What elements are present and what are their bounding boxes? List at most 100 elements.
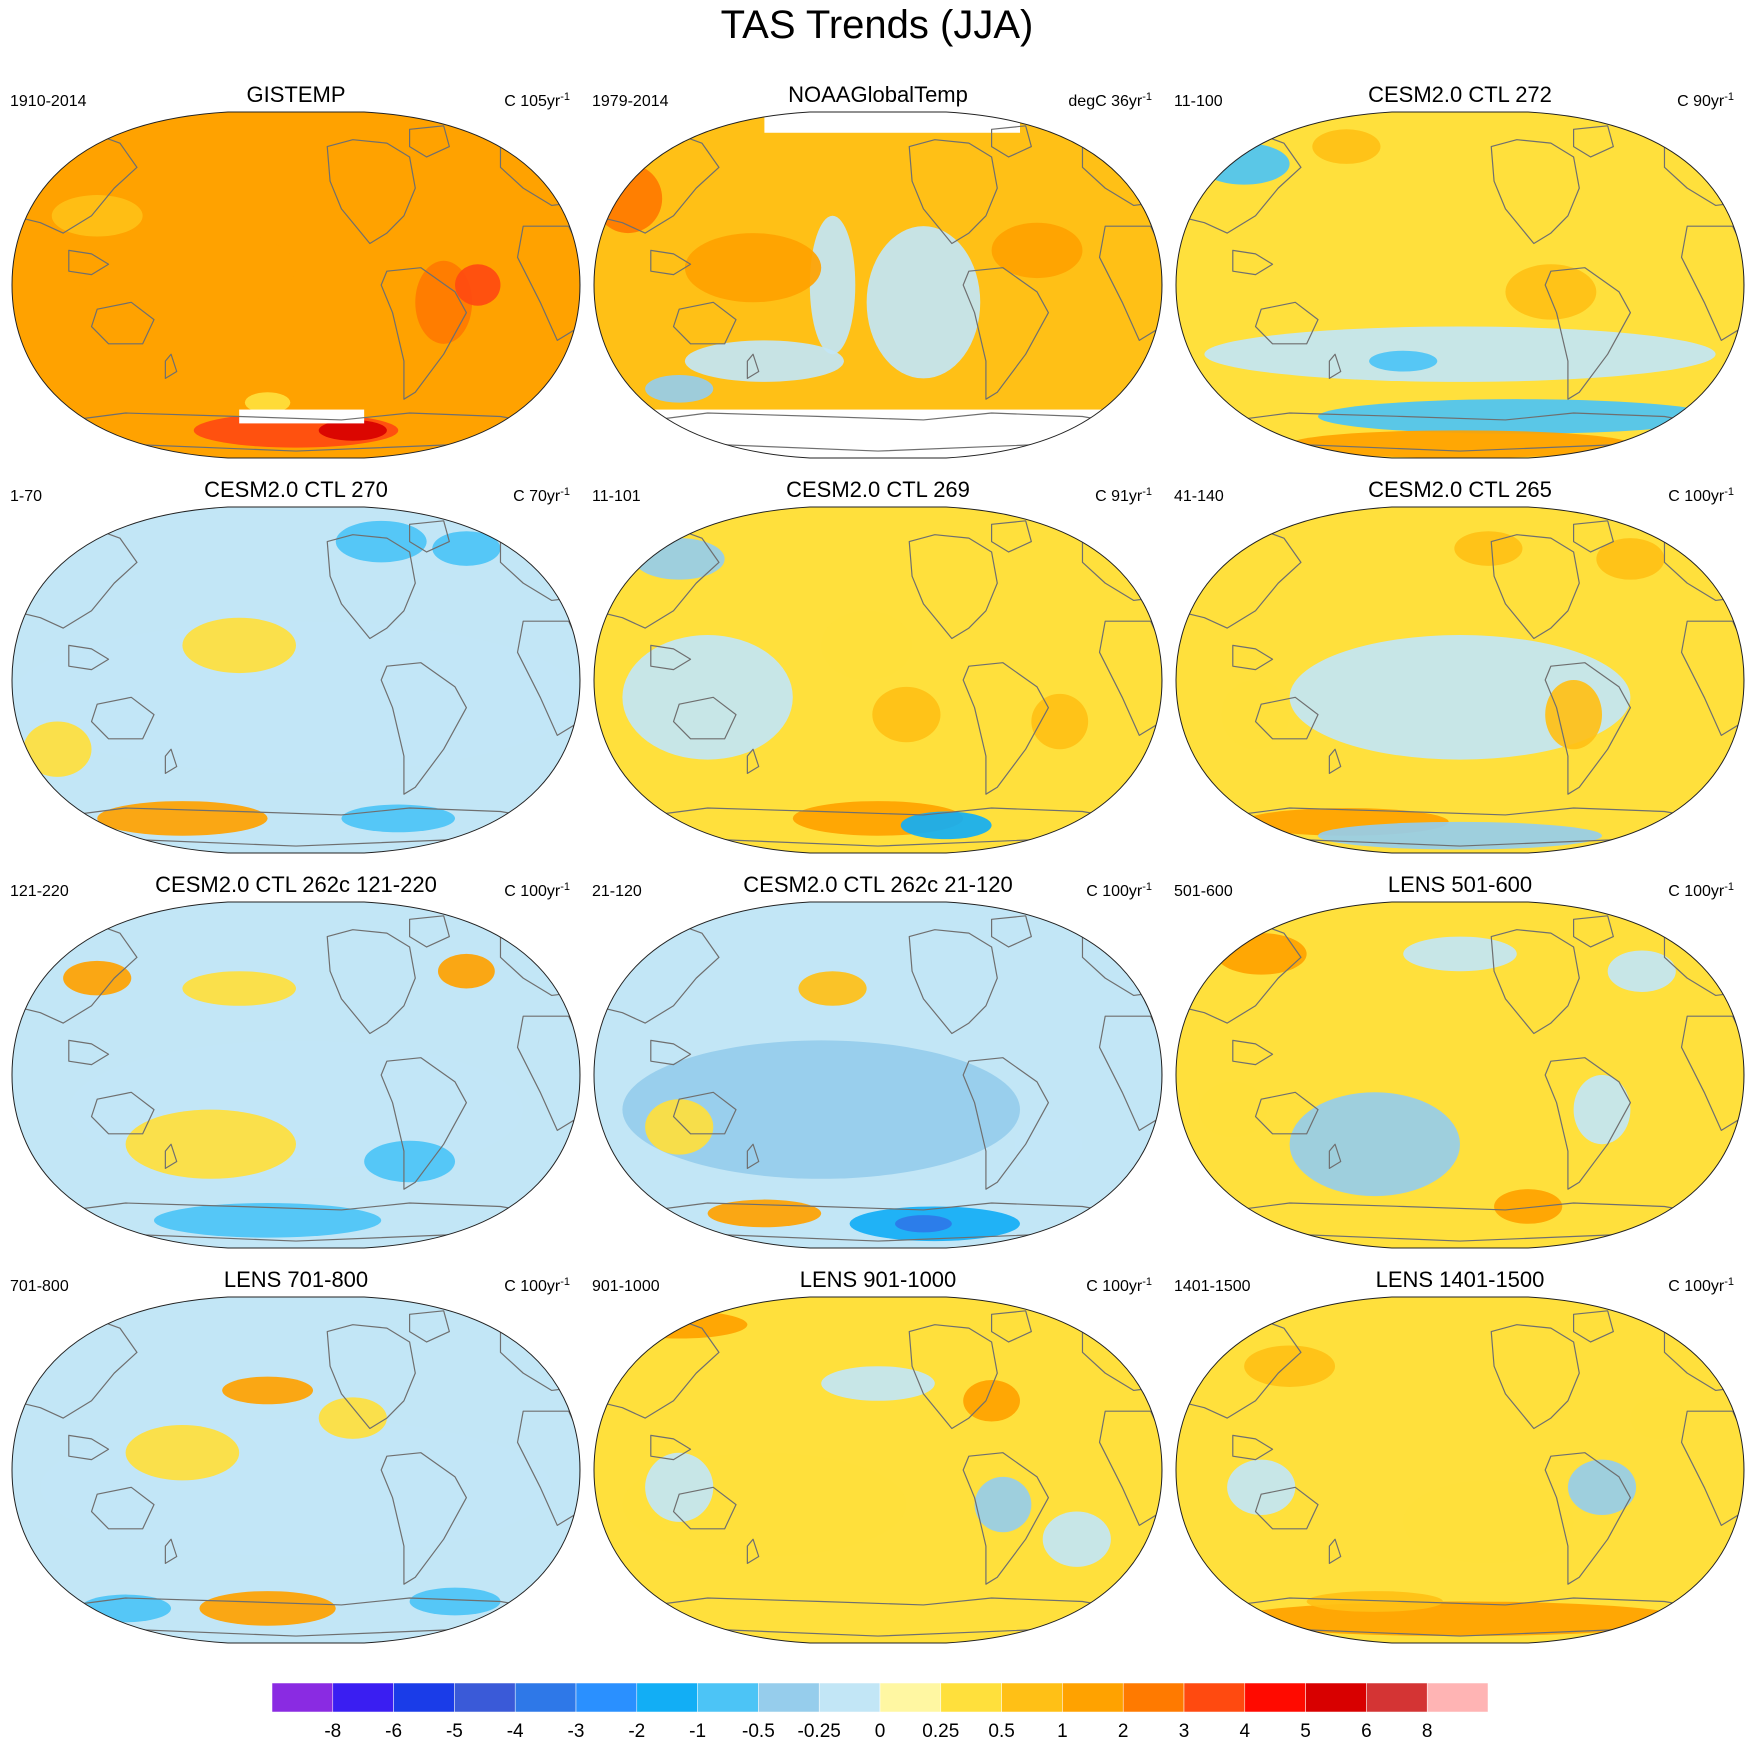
units-exponent: -1 [1142, 881, 1152, 893]
anomaly-region [866, 226, 981, 379]
coastline [380, 267, 467, 400]
units-label: C 90yr-1 [1677, 91, 1734, 110]
coastline [1328, 353, 1342, 380]
coastline [380, 1057, 467, 1190]
colorbar-tick-label: 0.5 [988, 1721, 1014, 1740]
units-exponent: -1 [560, 91, 570, 103]
coastline [627, 1597, 1140, 1637]
coastline [1573, 1310, 1614, 1343]
period-label: 1401-1500 [1174, 1278, 1251, 1295]
coastline [991, 520, 1032, 553]
coastline [1544, 1452, 1631, 1585]
colorbar-swatch [271, 1682, 334, 1713]
panel-title: CESM2.0 CTL 269 [786, 477, 970, 502]
coastline [1544, 662, 1631, 795]
coastline [1328, 1538, 1342, 1565]
map-panel-7: CESM2.0 CTL 262c 121-220 121-220 C 100yr-1 [10, 872, 581, 1249]
map-field [594, 902, 1162, 1248]
coastline [164, 1538, 178, 1565]
coastline [1209, 1597, 1722, 1637]
anomaly-region [684, 340, 844, 382]
coastline [45, 807, 558, 847]
map-panel-3: CESM2.0 CTL 272 11-100 C 90yr-1 [1174, 82, 1745, 459]
period-label: 41-140 [1174, 488, 1224, 505]
map-outline [593, 111, 1163, 459]
coastline [409, 915, 450, 948]
map-outline [11, 1296, 581, 1644]
colorbar-swatch [697, 1682, 759, 1713]
anomaly-region [1042, 1511, 1111, 1567]
units-label: C 105yr-1 [504, 91, 570, 110]
coastline [1232, 249, 1274, 276]
coastline [672, 301, 737, 345]
coastline [746, 1538, 760, 1565]
colorbar-tick-label: -0.5 [742, 1721, 775, 1740]
map-outline [593, 1296, 1163, 1644]
map-outline [1175, 901, 1745, 1249]
map-panel-4: CESM2.0 CTL 270 1-70 C 70yr-1 [10, 477, 581, 854]
anomaly-region [12, 621, 580, 774]
map-field [12, 112, 580, 458]
colorbar-tick-label: 4 [1240, 1721, 1251, 1740]
map-panel-5: CESM2.0 CTL 269 11-101 C 91yr-1 [592, 477, 1163, 854]
units-label: C 100yr-1 [504, 881, 570, 900]
coastline [1573, 520, 1614, 553]
panel-title: LENS 501-600 [1388, 872, 1532, 897]
anomaly-region [821, 610, 913, 680]
anomaly-region [199, 1591, 336, 1626]
anomaly-region [1369, 350, 1438, 372]
map-outline [1175, 1296, 1745, 1644]
anomaly-region [244, 392, 291, 414]
period-label: 701-800 [10, 1278, 69, 1295]
coastline [1232, 644, 1274, 671]
coastline [746, 1143, 760, 1170]
colorbar-tick-label: 6 [1361, 1721, 1372, 1740]
anomaly-region [1221, 680, 1290, 750]
period-label: 11-101 [592, 488, 641, 505]
coastline [45, 412, 558, 452]
coastline [650, 644, 692, 671]
coastline [962, 1057, 1049, 1190]
anomaly-region [594, 163, 663, 234]
colorbar-tick-label: 3 [1179, 1721, 1190, 1740]
coastline [90, 301, 155, 345]
anomaly-region [1198, 143, 1290, 185]
colorbar-swatch [1305, 1682, 1367, 1713]
coastline [68, 249, 110, 276]
colorbar-swatch [940, 1682, 1002, 1713]
coastline [409, 125, 450, 158]
coastline [68, 1434, 110, 1461]
units-exponent: -1 [1724, 1276, 1734, 1288]
units-exponent: -1 [1142, 91, 1152, 103]
coastline [991, 1310, 1032, 1343]
units-exponent: -1 [560, 486, 570, 498]
map-outline [1175, 111, 1745, 459]
coastline [326, 139, 416, 245]
panel-title: NOAAGlobalTemp [788, 82, 968, 107]
anomaly-region [633, 538, 725, 580]
anomaly-region [798, 971, 867, 1006]
anomaly-region [1545, 680, 1602, 750]
units-label: C 70yr-1 [513, 486, 570, 505]
map-outline [593, 506, 1163, 854]
panel-title: CESM2.0 CTL 262c 21-120 [743, 872, 1012, 897]
anomaly-region [900, 811, 992, 840]
coastline [1490, 139, 1580, 245]
coastline [672, 696, 737, 740]
colorbar-tick-label: -3 [568, 1721, 585, 1740]
units-label: C 100yr-1 [1668, 881, 1734, 900]
period-label: 21-120 [592, 883, 642, 900]
anomaly-region [335, 520, 427, 563]
map-field [1176, 1297, 1744, 1643]
map-panel-8: CESM2.0 CTL 262c 21-120 21-120 C 100yr-1 [592, 872, 1163, 1249]
units-exponent: -1 [1142, 486, 1152, 498]
colorbar-swatch [1001, 1682, 1063, 1713]
coastline [164, 748, 178, 775]
units-exponent: -1 [560, 1276, 570, 1288]
anomaly-region [1312, 129, 1381, 164]
colorbar-swatch [1183, 1682, 1246, 1713]
map-panel-2: NOAAGlobalTemp 1979-2014 degC 36yr-1 [592, 82, 1163, 459]
coastline [1490, 929, 1580, 1035]
anomaly-region [438, 953, 495, 989]
coastline [1490, 534, 1580, 640]
